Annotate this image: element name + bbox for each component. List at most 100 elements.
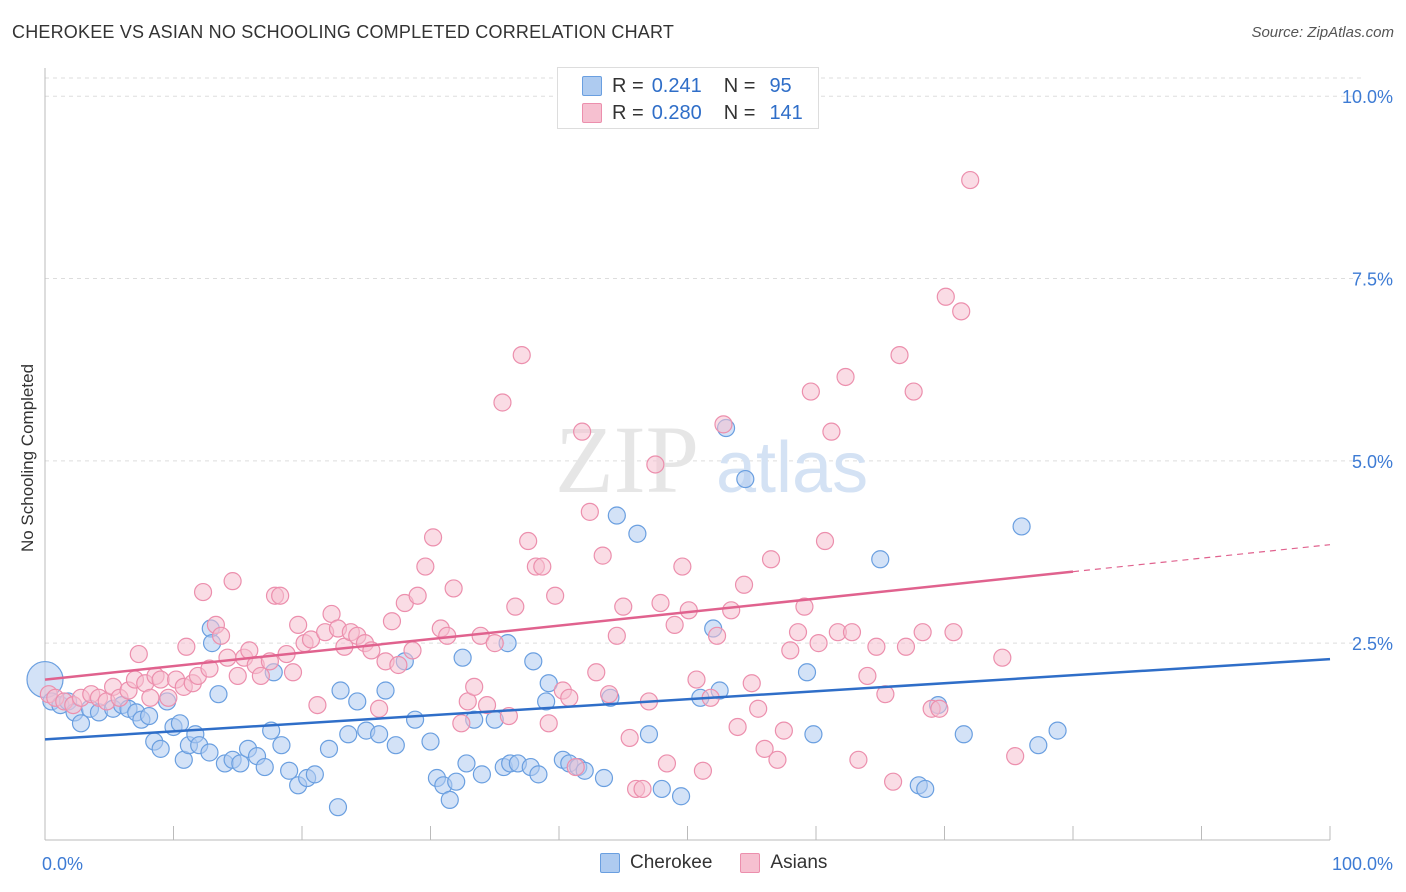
asians-point (533, 557, 552, 576)
asians-point (560, 688, 579, 707)
cherokee-point (671, 787, 691, 806)
n-label: N = (723, 101, 756, 124)
asians-swatch (582, 103, 602, 123)
cherokee-point (440, 790, 459, 809)
watermark: ZIP atlas (555, 406, 868, 513)
asians-point (952, 302, 971, 321)
asians-point (904, 382, 923, 401)
r-label: R = (612, 101, 644, 124)
cherokee-point (804, 725, 823, 744)
cherokee-point (386, 736, 405, 755)
asians-point (768, 750, 787, 769)
asians-point (707, 626, 727, 645)
asians-point (193, 582, 213, 602)
asians-trend-line-extension (1072, 544, 1331, 573)
asians-point (781, 641, 800, 660)
asians-point (218, 648, 237, 667)
legend-item-cherokee[interactable]: Cherokee (600, 852, 712, 874)
asians-point (308, 696, 327, 715)
asians-point (673, 557, 692, 576)
asians-point (822, 422, 841, 441)
asians-point (809, 634, 828, 653)
asians-point (693, 761, 713, 780)
cherokee-point (280, 761, 299, 780)
asians-point (755, 739, 774, 758)
legend-item-asians[interactable]: Asians (740, 852, 827, 874)
source-credit: Source: ZipAtlas.com (1251, 24, 1394, 41)
cherokee-point (370, 725, 389, 744)
watermark-atlas: atlas (716, 428, 868, 508)
asians-point (657, 754, 677, 773)
cherokee-point (529, 765, 548, 784)
cherokee-point (339, 725, 358, 744)
asians-point (633, 779, 652, 799)
series-legend: Cherokee Asians (600, 852, 855, 874)
asians-trend-line (44, 570, 1074, 681)
asians-point (849, 750, 868, 769)
axes (44, 68, 1331, 841)
asians-point (944, 623, 963, 642)
n-label: N = (723, 74, 756, 97)
asians-point (842, 623, 862, 642)
asians-point (506, 597, 525, 616)
cherokee-point (1012, 517, 1031, 536)
cherokee-point (472, 765, 491, 784)
cherokee-point (1048, 721, 1067, 740)
cherokee-point (916, 779, 935, 799)
asians-point (389, 655, 408, 675)
cherokee-point (453, 648, 472, 667)
cherokee-point (319, 739, 339, 758)
cherokee-point (170, 714, 190, 733)
asians-point (485, 634, 504, 653)
asians-point (444, 579, 463, 598)
asians-point (546, 586, 565, 605)
y-tick-label: 2.5% (1352, 634, 1393, 654)
cherokee-point (272, 736, 291, 755)
asians-point (836, 367, 855, 387)
asians-point (614, 597, 633, 616)
asians-point (289, 615, 308, 634)
asians-point (539, 714, 558, 733)
x-tick-label-max: 100.0% (1332, 854, 1393, 874)
cherokee-swatch (582, 76, 602, 96)
cherokee-point (151, 739, 170, 758)
asians-point (687, 670, 706, 689)
trend-lines (44, 544, 1331, 741)
asians-point (382, 612, 402, 631)
asians-point (159, 688, 178, 707)
cherokee-point (447, 772, 466, 791)
asians-point (416, 557, 435, 576)
asians-point (587, 663, 606, 682)
r-value-asians: 0.280 (651, 101, 702, 124)
r-label: R = (612, 74, 644, 97)
asians-point (961, 170, 980, 190)
asians-point (141, 688, 160, 707)
cherokee-point (209, 685, 228, 704)
asians-point (913, 623, 932, 642)
asians-point (403, 641, 422, 660)
stats-row-asians: R = 0.280 N = 141 (582, 101, 803, 125)
stats-row-cherokee: R = 0.241 N = 95 (582, 74, 792, 98)
asians-point (251, 666, 270, 686)
chart-title: CHEROKEE VS ASIAN NO SCHOOLING COMPLETED… (12, 22, 675, 42)
asians-point (651, 593, 670, 613)
stats-legend: R = 0.241 N = 95 R = 0.280 N = 141 (557, 67, 819, 129)
asians-point (593, 546, 612, 565)
cherokee-point (871, 550, 890, 569)
cherokee-point (457, 754, 476, 773)
cherokee-point (1029, 736, 1048, 755)
watermark-zip: ZIP (555, 406, 699, 513)
cherokee-trend-line (44, 657, 1331, 741)
cherokee-point (200, 743, 219, 762)
asians-point (573, 422, 592, 441)
asians-swatch (740, 853, 761, 873)
cherokee-point (405, 710, 425, 729)
asians-point (761, 550, 781, 569)
asians-point (734, 575, 754, 594)
asians-point (211, 626, 231, 645)
asians-point (607, 626, 626, 645)
asians-point (370, 699, 389, 718)
asians-point (177, 637, 196, 656)
asians-point (620, 728, 639, 748)
